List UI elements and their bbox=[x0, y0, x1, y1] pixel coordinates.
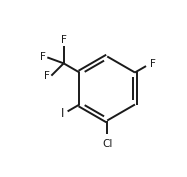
Text: F: F bbox=[61, 35, 67, 45]
Text: Cl: Cl bbox=[102, 139, 112, 149]
Text: F: F bbox=[40, 52, 46, 62]
Text: I: I bbox=[61, 107, 64, 120]
Text: F: F bbox=[150, 59, 156, 69]
Text: F: F bbox=[44, 71, 50, 81]
